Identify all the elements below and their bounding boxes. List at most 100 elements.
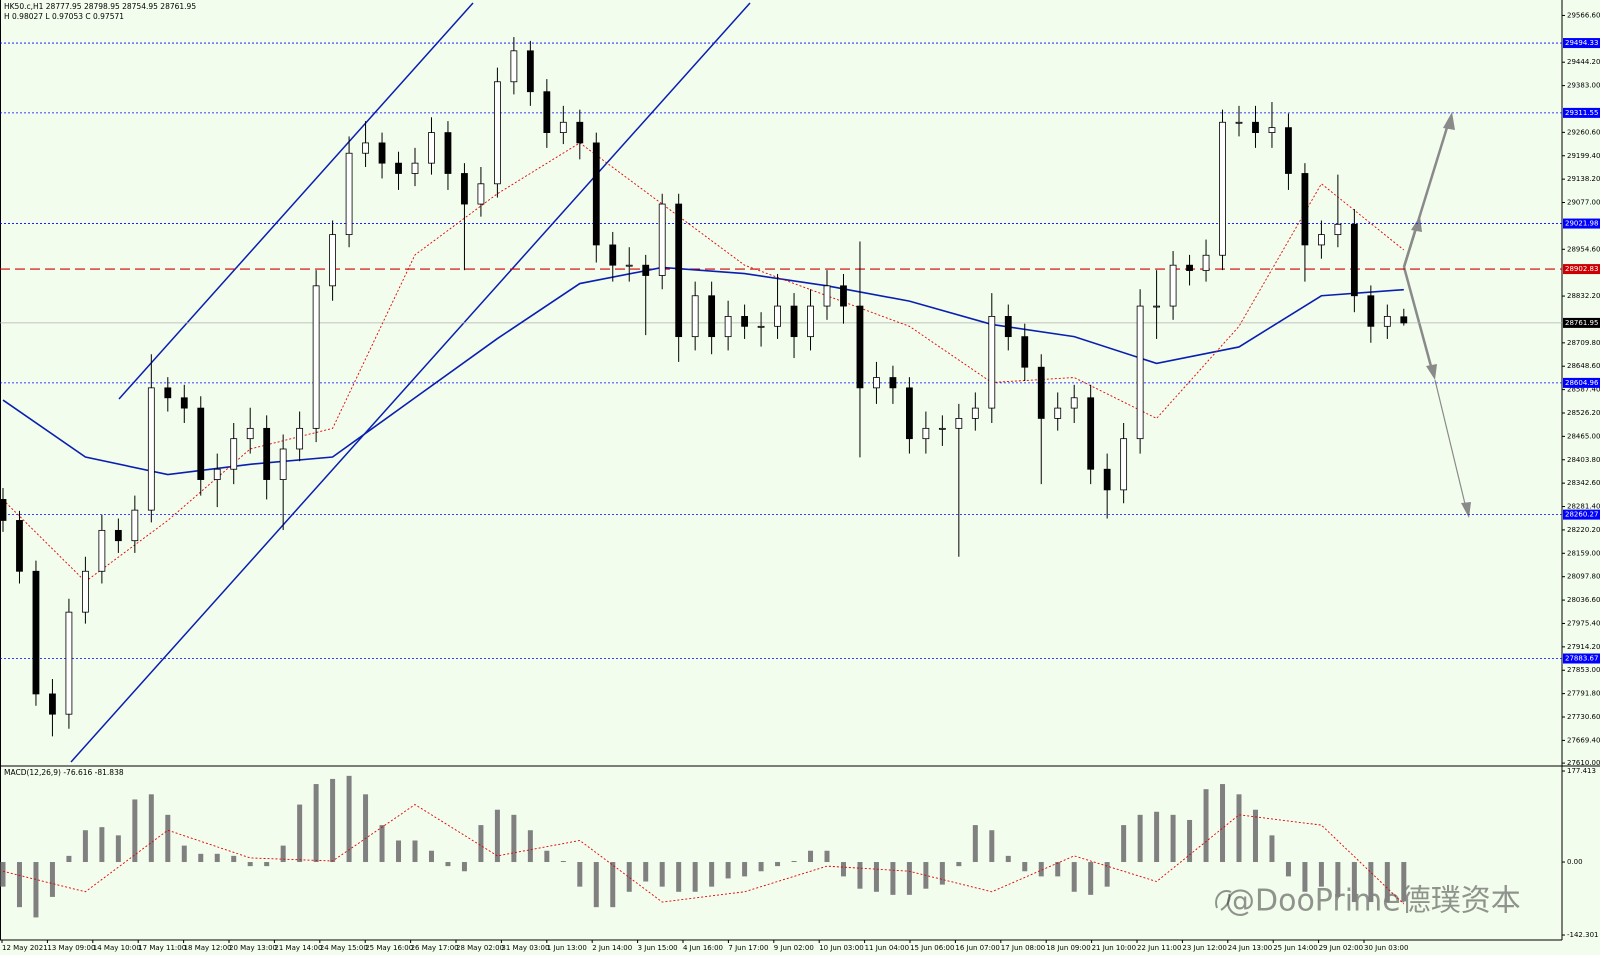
macd-bar — [478, 825, 484, 863]
x-tick-label: 2 Jun 14:00 — [592, 944, 632, 952]
candle-body — [0, 499, 7, 521]
trend-line — [70, 2, 751, 763]
candle-body — [823, 285, 831, 307]
x-tick-label: 17 May 11:00 — [138, 944, 186, 952]
macd-bar — [1187, 819, 1193, 863]
candle-body — [1021, 336, 1029, 368]
macd-bar — [214, 853, 220, 863]
candle-body — [147, 387, 155, 511]
candle-body — [1103, 468, 1111, 491]
candle-body — [807, 305, 814, 338]
macd-bar — [1220, 784, 1226, 863]
x-tick-label: 10 Jun 03:00 — [819, 944, 863, 952]
macd-bar — [1302, 862, 1308, 892]
macd-bar — [857, 862, 863, 889]
macd-bar — [1038, 862, 1044, 877]
macd-bar — [676, 862, 682, 892]
macd-bar — [626, 862, 632, 892]
y-tick-label: 28220.20 — [1567, 526, 1600, 534]
price-label-box — [1563, 218, 1600, 229]
x-tick-label: 1 Jun 13:00 — [547, 944, 587, 952]
macd-bar — [939, 862, 945, 885]
macd-bar — [1170, 814, 1176, 863]
candle-body — [477, 183, 485, 205]
x-tick-label: 16 Jun 07:00 — [955, 944, 999, 952]
candle-body — [246, 427, 254, 440]
arrow — [1434, 379, 1467, 509]
y-tick-label: 29199.40 — [1567, 152, 1600, 160]
candle-body — [1219, 121, 1226, 256]
candle-body — [1252, 121, 1259, 133]
x-tick-label: 18 May 12:00 — [184, 944, 232, 952]
macd-bar — [313, 784, 319, 863]
y-tick-label: 29444.20 — [1567, 58, 1600, 66]
x-tick-label: 23 Jun 12:00 — [1182, 944, 1226, 952]
candle-body — [510, 50, 518, 83]
candle-body — [774, 305, 781, 327]
x-tick-label: 4 Jun 16:00 — [683, 944, 723, 952]
y-tick-label: 28159.00 — [1567, 549, 1600, 557]
macd-bar — [1154, 811, 1160, 863]
candle-body — [16, 520, 23, 572]
y-tick-label: 29138.20 — [1567, 175, 1600, 183]
candle-body — [1136, 305, 1144, 440]
x-tick-label: 31 May 03:00 — [501, 944, 549, 952]
macd-bar — [1071, 862, 1077, 892]
macd-bar — [1318, 862, 1324, 887]
candle-body — [790, 305, 798, 338]
macd-bar — [346, 775, 352, 863]
candle-body — [1235, 121, 1243, 124]
candle-body — [461, 173, 468, 205]
candle-body — [180, 397, 188, 409]
macd-bar — [49, 862, 55, 897]
x-tick-label: 20 May 13:00 — [229, 944, 277, 952]
candle-body — [213, 468, 221, 480]
macd-bar — [610, 862, 616, 908]
macd-bar — [808, 850, 814, 863]
macd-bar — [1022, 862, 1028, 872]
arrow — [1402, 266, 1434, 371]
candle-body — [856, 305, 864, 389]
macd-bar — [1368, 862, 1374, 903]
candle-body — [873, 377, 880, 389]
arrowhead — [1411, 216, 1422, 232]
candle-body — [906, 387, 913, 440]
macd-bar — [181, 845, 187, 863]
y-tick-label: 29077.00 — [1567, 199, 1600, 207]
macd-bar — [280, 845, 286, 863]
x-tick-label: 12 May 2021 — [2, 944, 48, 952]
macd-bar — [560, 861, 566, 863]
price-label: 29021.98 — [1565, 220, 1598, 228]
macd-title: MACD(12,26,9) -76.616 -81.838 — [4, 768, 124, 777]
macd-bar — [1401, 862, 1407, 902]
macd-bar — [1236, 794, 1242, 863]
arrow — [1402, 224, 1419, 268]
macd-bar — [445, 862, 451, 867]
x-tick-label: 28 May 02:00 — [456, 944, 504, 952]
candle-body — [329, 234, 337, 287]
macd-tick-label: -142.301 — [1567, 931, 1598, 939]
macd-bar — [264, 862, 270, 867]
candle-body — [559, 121, 567, 133]
macd-bar — [297, 804, 303, 863]
candle-body — [1054, 407, 1062, 419]
candle-body — [493, 81, 501, 185]
y-tick-label: 27610.00 — [1567, 759, 1600, 767]
macd-bar — [1088, 862, 1094, 895]
logo-stroke — [1215, 890, 1232, 911]
candle-body — [1120, 438, 1128, 491]
watermark-logo — [1215, 890, 1232, 911]
macd-bar — [1335, 862, 1341, 897]
macd-bar — [99, 827, 105, 863]
macd-bar — [791, 861, 797, 863]
macd-bar — [461, 862, 467, 872]
x-tick-label: 14 May 10:00 — [93, 944, 141, 952]
price-label-box — [1563, 317, 1600, 328]
macd-bar — [363, 794, 369, 863]
candle-body — [625, 264, 633, 267]
macd-bar — [742, 862, 748, 877]
macd-bar — [330, 778, 336, 863]
candle-body — [691, 295, 699, 338]
